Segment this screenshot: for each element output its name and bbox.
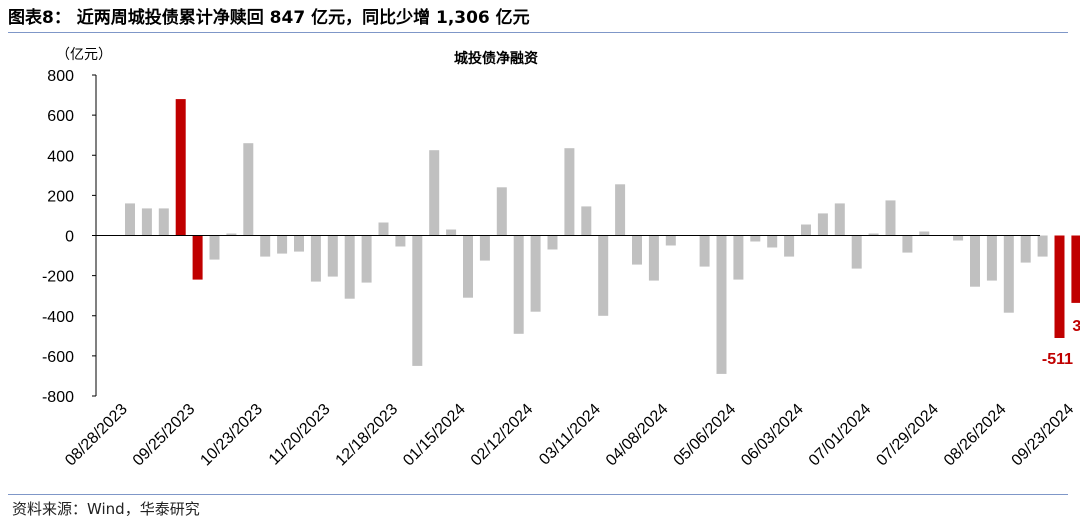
bar (598, 235, 609, 316)
bar (530, 235, 541, 312)
y-tick-label: 0 (65, 229, 74, 246)
bar (226, 233, 237, 236)
bar (750, 235, 761, 242)
bar (632, 235, 642, 265)
bar (496, 187, 507, 236)
x-tick-label: 09/23/2024 (1009, 401, 1078, 470)
bar (209, 235, 220, 260)
bar (446, 229, 457, 236)
bar (429, 150, 440, 236)
bar (479, 235, 490, 261)
y-axis: 800 600 400 200 0 -200 -400 -600 -800 (42, 68, 97, 406)
bar (141, 208, 152, 236)
bar (1037, 235, 1048, 257)
bar (1003, 235, 1014, 313)
bar (125, 203, 135, 236)
x-tick-label: 04/08/2024 (603, 401, 672, 470)
bar (243, 143, 254, 236)
y-tick-label: 600 (47, 108, 74, 125)
bar (784, 235, 795, 257)
x-tick-label: 07/01/2024 (806, 401, 875, 470)
bar (902, 235, 913, 253)
bar-series (125, 99, 1080, 374)
bar (648, 235, 659, 281)
bar (885, 200, 896, 236)
y-tick-label: 200 (47, 188, 74, 205)
x-tick-label: 07/29/2024 (873, 401, 942, 470)
bar (733, 235, 744, 280)
bar (310, 235, 321, 282)
bar (513, 235, 524, 334)
x-tick-label: 11/20/2023 (266, 401, 334, 469)
bottom-divider (8, 494, 1068, 495)
bar (564, 148, 575, 236)
y-tick-label: 400 (47, 148, 74, 165)
bar (716, 235, 727, 374)
x-tick-label: 06/03/2024 (738, 401, 807, 470)
bar (547, 235, 558, 250)
y-tick-label: -600 (42, 349, 74, 366)
y-tick-label: 800 (47, 68, 74, 85)
y-tick-label: -800 (42, 389, 74, 406)
chart-title: 城投债净融资 (454, 51, 538, 67)
bar (158, 208, 169, 236)
y-tick-label: -400 (42, 309, 74, 326)
bar (919, 231, 930, 236)
bar (294, 235, 304, 252)
bar (986, 235, 997, 281)
figure-title: 图表8： 近两周城投债累计净赎回 847 亿元，同比少增 1,306 亿元 (8, 8, 530, 28)
x-tick-label: 03/11/2024 (536, 401, 604, 469)
bar (395, 235, 406, 247)
x-tick-label: 12/18/2023 (333, 401, 402, 470)
bar (277, 235, 288, 254)
top-divider (8, 32, 1068, 33)
bar (851, 235, 862, 269)
source-note: 资料来源：Wind，华泰研究 (12, 500, 200, 518)
bar (953, 235, 964, 241)
bar (260, 235, 271, 257)
bar (817, 213, 828, 236)
y-axis-unit-label: （亿元） (56, 47, 112, 63)
x-tick-label: 08/26/2024 (941, 401, 1010, 470)
bar (665, 235, 676, 246)
bar (361, 235, 372, 283)
highlighted-bar (175, 99, 186, 236)
bar (581, 206, 592, 236)
x-tick-label: 08/28/2023 (62, 401, 131, 470)
bar (801, 224, 811, 236)
highlighted-bar (1071, 235, 1080, 303)
bar (615, 184, 626, 236)
bar (327, 235, 338, 277)
bar (344, 235, 355, 299)
bar (1020, 235, 1031, 263)
bar (834, 203, 845, 236)
bar (412, 235, 423, 366)
x-tick-label: 09/25/2023 (130, 401, 199, 470)
x-tick-label: 05/06/2024 (671, 401, 740, 470)
x-tick-label: 02/12/2024 (468, 401, 537, 470)
bar (868, 233, 879, 236)
data-label: 336 (1072, 318, 1080, 335)
bar (699, 235, 710, 267)
x-tick-label: 10/23/2023 (197, 401, 266, 470)
bar (378, 222, 389, 236)
data-labels: -511 336 (1042, 318, 1080, 368)
x-tick-label: 01/15/2024 (400, 401, 469, 470)
bar (463, 235, 473, 298)
highlighted-bar (192, 235, 203, 280)
bar (970, 235, 980, 287)
y-tick-label: -200 (42, 269, 74, 286)
data-label: -511 (1042, 351, 1073, 368)
bar (767, 235, 778, 248)
highlighted-bar (1054, 235, 1065, 338)
